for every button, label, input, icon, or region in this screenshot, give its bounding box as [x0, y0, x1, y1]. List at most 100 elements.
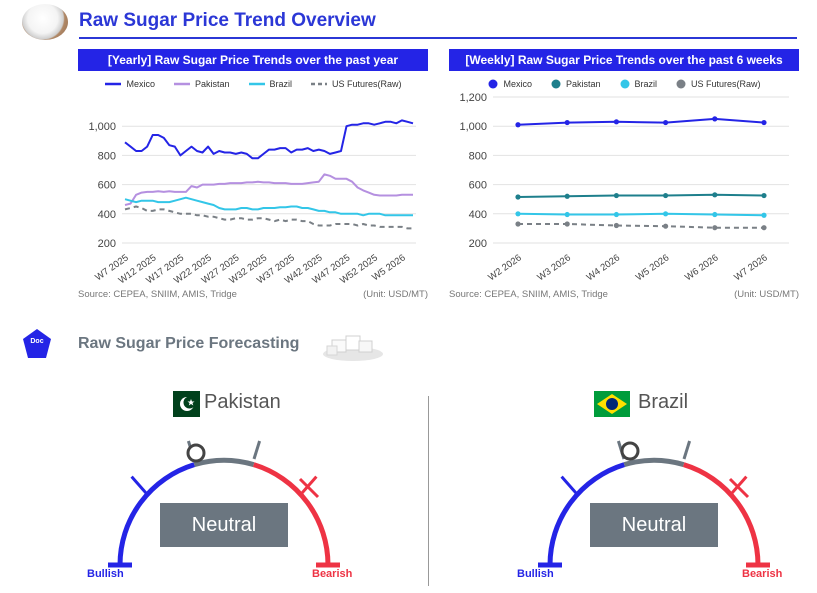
legend-swatch	[620, 79, 629, 89]
series-line-mexico	[517, 117, 765, 126]
brazil-gauge: Brazil Neutral Bullish Bearish	[504, 385, 804, 590]
legend-swatch	[173, 82, 190, 86]
gauge-divider	[428, 396, 429, 586]
x-tick-label: W2 2026	[486, 252, 523, 283]
y-tick-label: 200	[469, 238, 487, 250]
series-line-us-futures-raw	[518, 223, 764, 229]
data-point-mexico	[663, 119, 669, 126]
gauge-status-badge: Neutral	[590, 503, 718, 547]
y-tick-label: 1,000	[459, 121, 487, 133]
doc-badge-label: Doc	[30, 338, 44, 345]
bearish-label: Bearish	[312, 568, 353, 580]
x-tick-label: W6 2026	[683, 252, 720, 283]
weekly-chart: 200 400 600 800 1,000 1,200 W2 2026 W3 2026 W4 2…	[459, 92, 789, 283]
series-line-pakistan	[124, 173, 413, 206]
y-tick-label: 1,200	[459, 92, 487, 104]
legend-swatch	[248, 82, 265, 86]
legend-dot	[551, 79, 561, 89]
yearly-chart-legend: Mexico Pakistan Brazil US Futures(Raw)	[78, 79, 428, 89]
legend-dot	[488, 79, 498, 89]
legend-label: Pakistan	[194, 79, 230, 89]
bearish-label: Bearish	[742, 568, 783, 580]
gauge-needle-marker	[620, 441, 640, 461]
series-line-brazil	[124, 196, 413, 217]
legend-label: Brazil	[269, 79, 293, 89]
legend-label: Mexico	[503, 79, 532, 89]
legend-label: US Futures(Raw)	[332, 79, 402, 89]
bullish-label: Bullish	[87, 568, 124, 580]
bullish-label: Bullish	[517, 568, 554, 580]
weekly-chart-unit: (Unit: USD/MT)	[734, 289, 799, 300]
y-tick-label: 800	[469, 150, 487, 162]
data-point-pakistan	[564, 193, 570, 199]
legend-label: Pakistan	[565, 79, 601, 89]
series-line-us-futures-raw	[124, 205, 413, 230]
page-header: Raw Sugar Price Trend Overview	[22, 4, 797, 40]
data-point-us-futures-raw	[613, 222, 619, 229]
y-tick-label: 800	[98, 150, 116, 162]
yearly-chart-source: Source: CEPEA, SNIIM, AMIS, Tridge	[78, 289, 237, 300]
legend-item-mexico: Mexico	[487, 79, 532, 89]
data-point-mexico	[515, 122, 521, 128]
y-tick-label: 200	[98, 238, 116, 250]
brazil-flag-icon	[594, 391, 630, 417]
gauge-status-badge: Neutral	[160, 503, 288, 547]
data-point-brazil	[564, 211, 570, 218]
yearly-chart-unit: (Unit: USD/MT)	[363, 289, 428, 300]
x-tick-label: W3 2026	[535, 252, 572, 283]
series-line-brazil	[517, 212, 765, 217]
data-point-mexico	[712, 116, 718, 122]
sugar-bowl-icon	[22, 4, 68, 40]
page-title: Raw Sugar Price Trend Overview	[79, 10, 376, 31]
legend-item-pakistan: Pakistan	[550, 79, 601, 89]
pakistan-gauge: Pakistan Neutral Bullish Bearish	[74, 385, 374, 590]
legend-swatch	[676, 79, 686, 89]
gauge-arc	[547, 457, 761, 566]
legend-item-us-futures-raw: US Futures(Raw)	[675, 79, 761, 89]
x-tick-label: W5 2026	[634, 252, 671, 283]
data-point-mexico	[761, 119, 767, 126]
data-point-us-futures-raw	[663, 223, 669, 229]
y-tick-label: 400	[98, 209, 116, 221]
data-point-us-futures-raw	[712, 225, 718, 231]
data-point-brazil	[663, 211, 669, 217]
legend-swatch	[551, 79, 561, 89]
legend-item-mexico: Mexico	[104, 79, 155, 89]
legend-swatch	[311, 82, 328, 86]
series-line-mexico	[124, 119, 414, 160]
data-point-pakistan	[613, 192, 619, 199]
legend-item-brazil: Brazil	[619, 79, 657, 89]
y-tick-label: 400	[469, 209, 487, 221]
x-tick-label: W7 2026	[732, 252, 769, 283]
gauge-arc	[117, 457, 331, 566]
legend-swatch	[488, 79, 498, 89]
sugar-cubes-icon	[323, 335, 383, 361]
pakistan-gauge-dial	[108, 440, 340, 568]
data-point-brazil	[515, 211, 521, 217]
data-point-brazil	[761, 212, 767, 218]
x-tick-label: W4 2026	[585, 252, 622, 283]
forecast-header: Doc Raw Sugar Price Forecasting	[22, 326, 422, 362]
gauge-country-name: Brazil	[638, 391, 689, 413]
title-underline	[79, 37, 797, 39]
weekly-chart-legend: Mexico Pakistan Brazil US Futures(Raw)	[449, 79, 799, 89]
legend-label: Mexico	[126, 79, 155, 89]
legend-item-brazil: Brazil	[248, 79, 293, 89]
y-tick-label: 600	[469, 180, 487, 192]
legend-item-us-futures-raw: US Futures(Raw)	[310, 79, 402, 89]
gauge-needle-marker	[186, 443, 206, 463]
forecast-title: Raw Sugar Price Forecasting	[78, 335, 300, 352]
y-tick-label: 600	[98, 180, 116, 192]
weekly-chart-source: Source: CEPEA, SNIIM, AMIS, Tridge	[449, 289, 608, 300]
data-point-mexico	[613, 119, 619, 125]
legend-swatch	[105, 82, 122, 86]
series-line-pakistan	[517, 193, 765, 198]
brazil-gauge-dial	[538, 440, 770, 568]
legend-dot	[676, 79, 686, 89]
data-point-pakistan	[515, 194, 521, 200]
data-point-pakistan	[761, 192, 767, 199]
data-point-pakistan	[663, 192, 669, 199]
y-tick-label: 1,000	[88, 121, 116, 133]
yearly-chart-title: [Yearly] Raw Sugar Price Trends over the…	[78, 49, 428, 71]
